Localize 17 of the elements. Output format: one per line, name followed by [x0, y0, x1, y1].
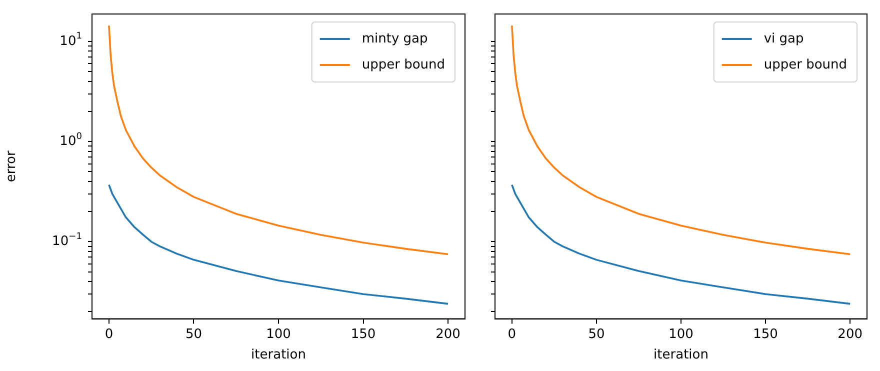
x-tick-label: 0 [104, 326, 114, 342]
x-tick-label: 0 [508, 326, 516, 342]
x-tick-label: 50 [185, 326, 202, 342]
x-axis-title: iteration [251, 348, 306, 363]
x-tick-label: 200 [436, 326, 460, 342]
x-tick-label: 150 [350, 326, 376, 342]
legend-label: upper bound [764, 57, 847, 72]
legend-label: upper bound [362, 57, 445, 72]
x-axis-title: iteration [654, 348, 708, 363]
x-tick-label: 150 [753, 326, 778, 342]
legend-label: vi gap [764, 31, 804, 46]
x-tick-label: 100 [668, 326, 694, 342]
x-tick-label: 100 [266, 326, 291, 342]
x-tick-label: 50 [588, 326, 605, 342]
x-tick-label: 200 [838, 326, 863, 342]
legend-label: minty gap [362, 31, 428, 46]
y-axis-title: error [4, 150, 20, 182]
